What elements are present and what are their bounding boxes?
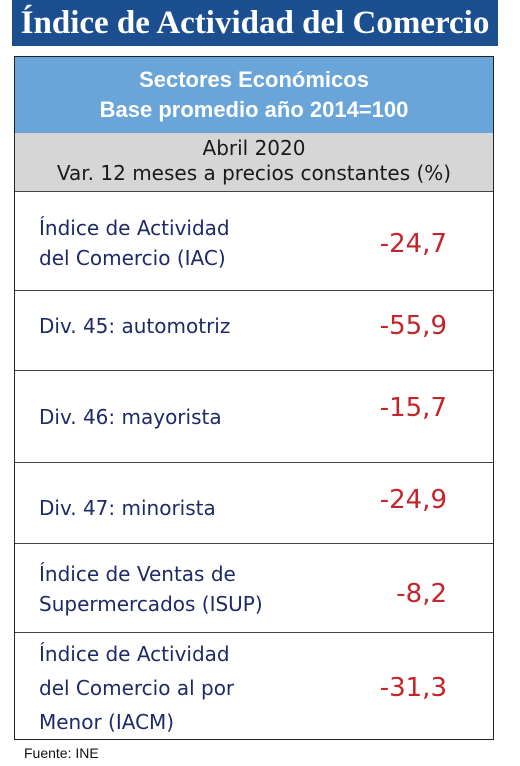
row-label-line: Índice de Actividad xyxy=(39,642,230,666)
row-value: -24,7 xyxy=(379,229,447,259)
source-note: Fuente: INE xyxy=(24,745,99,761)
row-label-line: del Comercio al por xyxy=(39,676,235,700)
table-header: Sectores Económicos Base promedio año 20… xyxy=(15,57,493,133)
row-label-line: Índice de Actividad xyxy=(39,216,230,240)
row-value: -15,7 xyxy=(379,393,447,423)
row-label-line: Supermercados (ISUP) xyxy=(39,592,263,616)
row-label-line: Índice de Ventas de xyxy=(39,562,236,586)
table-row: Índice de Ventas de Supermercados (ISUP)… xyxy=(15,543,493,632)
row-value: -8,2 xyxy=(396,579,447,609)
row-label: Div. 47: minorista xyxy=(39,493,339,523)
row-value: -24,9 xyxy=(379,485,447,515)
subheader-variation: Var. 12 meses a precios constantes (%) xyxy=(56,161,452,185)
data-table: Sectores Económicos Base promedio año 20… xyxy=(14,56,494,740)
row-label: Div. 46: mayorista xyxy=(39,402,339,432)
subheader-period: Abril 2020 xyxy=(202,136,306,160)
table-row: Div. 47: minorista -24,9 xyxy=(15,462,493,543)
table-row: Índice de Actividad del Comercio al por … xyxy=(15,632,493,739)
page-title: Índice de Actividad del Comercio xyxy=(12,0,498,46)
row-label-line: Div. 47: minorista xyxy=(39,496,216,520)
row-value: -31,3 xyxy=(379,673,447,703)
row-label: Índice de Actividad del Comercio al por … xyxy=(39,637,339,739)
row-label: Índice de Actividad del Comercio (IAC) xyxy=(39,213,339,273)
table-subheader: Abril 2020 Var. 12 meses a precios const… xyxy=(15,133,493,191)
table-row: Div. 45: automotriz -55,9 xyxy=(15,290,493,370)
table-row: Índice de Actividad del Comercio (IAC) -… xyxy=(15,191,493,290)
row-label-line: del Comercio (IAC) xyxy=(39,246,226,270)
header-sector-title: Sectores Económicos xyxy=(139,67,369,92)
row-label: Div. 45: automotriz xyxy=(39,311,339,341)
table-row: Div. 46: mayorista -15,7 xyxy=(15,370,493,462)
header-base-year: Base promedio año 2014=100 xyxy=(99,97,409,122)
row-label-line: Div. 46: mayorista xyxy=(39,405,222,429)
row-label-line: Div. 45: automotriz xyxy=(39,314,231,338)
row-label: Índice de Ventas de Supermercados (ISUP) xyxy=(39,559,339,619)
row-value: -55,9 xyxy=(379,311,447,341)
row-label-line: Menor (IACM) xyxy=(39,710,175,734)
